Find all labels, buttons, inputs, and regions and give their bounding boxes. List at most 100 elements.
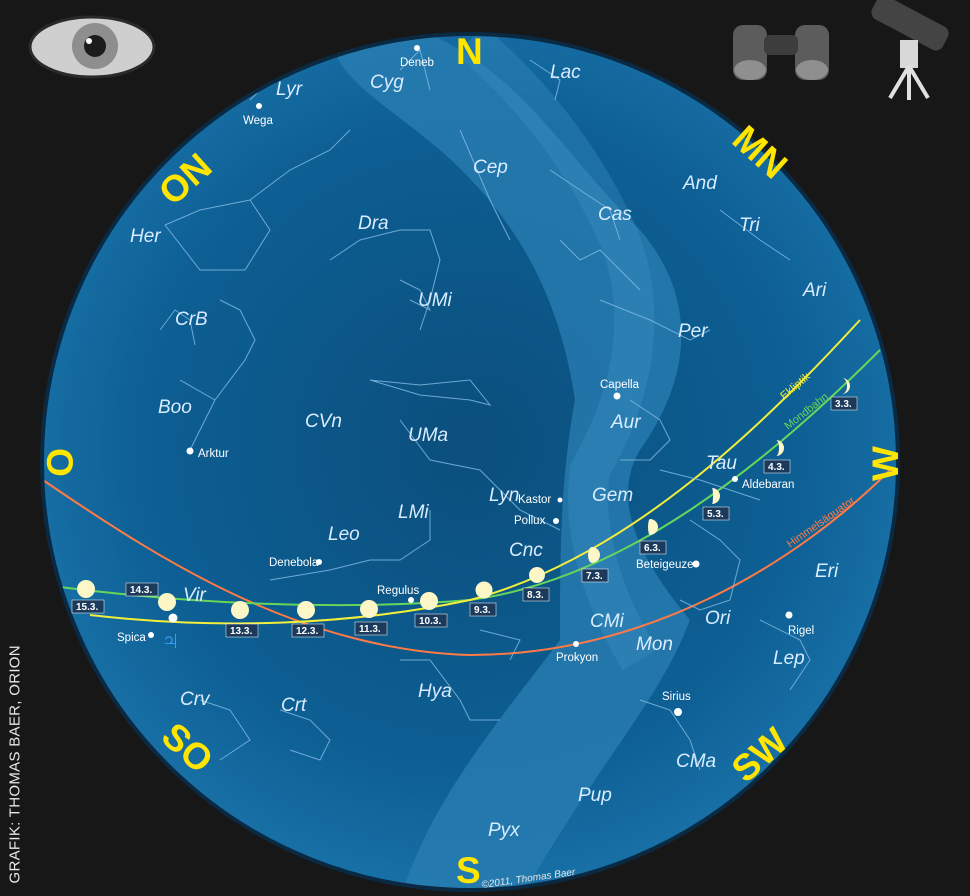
direction-east: O	[39, 448, 80, 477]
star-prokyon	[573, 641, 579, 647]
jupiter-symbol-icon: ♃	[160, 625, 181, 656]
constellation-label: Ori	[705, 608, 731, 629]
moon-date-label: 13.3.	[230, 626, 252, 637]
moon-4-3	[776, 440, 784, 456]
binoculars-icon	[733, 25, 829, 80]
moon-date-label: 8.3.	[527, 590, 544, 601]
constellation-label: Vir	[183, 585, 207, 606]
moon-6-3	[648, 519, 658, 535]
constellation-label: Boo	[158, 397, 192, 418]
constellation-label: Cyg	[370, 72, 404, 93]
constellation-label: Cas	[598, 204, 632, 225]
constellation-label: CrB	[175, 309, 208, 330]
constellation-label: CMa	[676, 751, 716, 772]
constellation-label: Tri	[739, 215, 761, 236]
star-denebola	[316, 559, 322, 565]
moon-date-label: 10.3.	[419, 616, 441, 627]
constellation-label: Pyx	[488, 820, 521, 841]
direction-north: N	[456, 31, 483, 72]
star-label: Spica	[117, 632, 146, 644]
star-label: Deneb	[400, 57, 434, 69]
constellation-label: Cep	[473, 157, 508, 178]
constellation-label: Hya	[418, 681, 452, 702]
constellation-label: UMa	[408, 425, 448, 446]
jupiter-marker	[168, 613, 178, 623]
moon-9-3	[475, 581, 493, 599]
moon-date-label: 12.3.	[296, 626, 318, 637]
star-arktur	[186, 447, 194, 455]
star-aldebaran	[732, 476, 738, 482]
moon-date-tags: 3.3. 4.3. 5.3. 6.3. 7.3. 8.3. 9.3. 10.3.…	[71, 396, 858, 638]
star-label: Denebola	[269, 557, 319, 569]
star-capella	[613, 392, 621, 400]
moon-date-label: 15.3.	[76, 602, 98, 613]
constellation-label: Lac	[550, 62, 581, 83]
moon-date-label: 3.3.	[835, 399, 852, 410]
star-label: Wega	[243, 115, 273, 127]
star-label: Kastor	[518, 494, 551, 506]
direction-west: W	[865, 446, 906, 481]
constellation-label: Ari	[802, 280, 827, 301]
constellation-label: Tau	[706, 453, 737, 474]
star-beteigeuze	[692, 560, 700, 568]
celestial-equator-line	[42, 469, 891, 657]
moon-date-label: 5.3.	[707, 509, 724, 520]
constellation-label: Eri	[815, 561, 839, 582]
star-label: Beteigeuze	[636, 559, 694, 571]
constellation-label: Crt	[281, 695, 307, 716]
constellation-label: Gem	[592, 485, 633, 506]
eye-icon	[28, 15, 156, 79]
star-spica	[148, 632, 154, 638]
telescope-icon	[871, 0, 949, 100]
constellation-label: LMi	[398, 502, 429, 523]
constellation-label: Pup	[578, 785, 612, 806]
moon-date-label: 9.3.	[474, 605, 491, 616]
constellation-label: Per	[678, 321, 708, 342]
star-kastor	[557, 497, 563, 503]
constellation-label: Lyn	[489, 485, 519, 506]
star-label: Prokyon	[556, 652, 598, 664]
constellation-labels: Lyr Cyg Lac Cep And Her Dra Cas Tri UMi …	[130, 62, 839, 841]
star-label: Aldebaran	[742, 479, 794, 491]
constellation-label: Lyr	[276, 79, 303, 100]
constellation-label: And	[682, 173, 718, 194]
moon-14-3	[158, 593, 176, 611]
constellation-lines	[159, 49, 811, 771]
star-regulus	[408, 597, 414, 603]
star-label: Rigel	[788, 625, 814, 637]
moon-date-label: 7.3.	[586, 571, 603, 582]
milky-way-core	[456, 34, 658, 671]
star-label: Pollux	[514, 515, 546, 527]
star-labels: Deneb Wega Capella Arktur Aldebaran Kast…	[117, 57, 814, 703]
star-label: Sirius	[662, 691, 691, 703]
moon-7-3	[588, 547, 600, 563]
moon-5-3	[712, 488, 720, 504]
star-deneb	[414, 45, 420, 51]
moon-phases	[77, 378, 850, 619]
moon-date-label: 4.3.	[768, 462, 785, 473]
constellation-label: Mon	[636, 634, 673, 655]
star-pollux	[553, 518, 559, 524]
milky-way-band	[330, 34, 690, 890]
constellation-label: Aur	[610, 412, 641, 433]
constellation-label: UMi	[418, 290, 453, 311]
constellation-label: Crv	[180, 689, 211, 710]
moon-13-3	[231, 601, 249, 619]
direction-south: S	[456, 850, 481, 891]
moon-11-3	[360, 600, 378, 618]
moon-8-3	[529, 567, 545, 583]
moon-date-label: 6.3.	[644, 543, 661, 554]
constellation-label: Leo	[328, 524, 360, 545]
star-label: Capella	[600, 379, 640, 391]
star-label: Arktur	[198, 448, 229, 460]
moon-12-3	[297, 601, 315, 619]
bright-stars	[148, 45, 793, 716]
star-rigel	[785, 611, 793, 619]
sky-disc	[42, 34, 898, 890]
sky-border	[40, 32, 900, 892]
moon-10-3	[420, 592, 438, 610]
moon-3-3	[842, 378, 850, 394]
star-wega	[256, 103, 262, 109]
constellation-label: Lep	[773, 648, 805, 669]
